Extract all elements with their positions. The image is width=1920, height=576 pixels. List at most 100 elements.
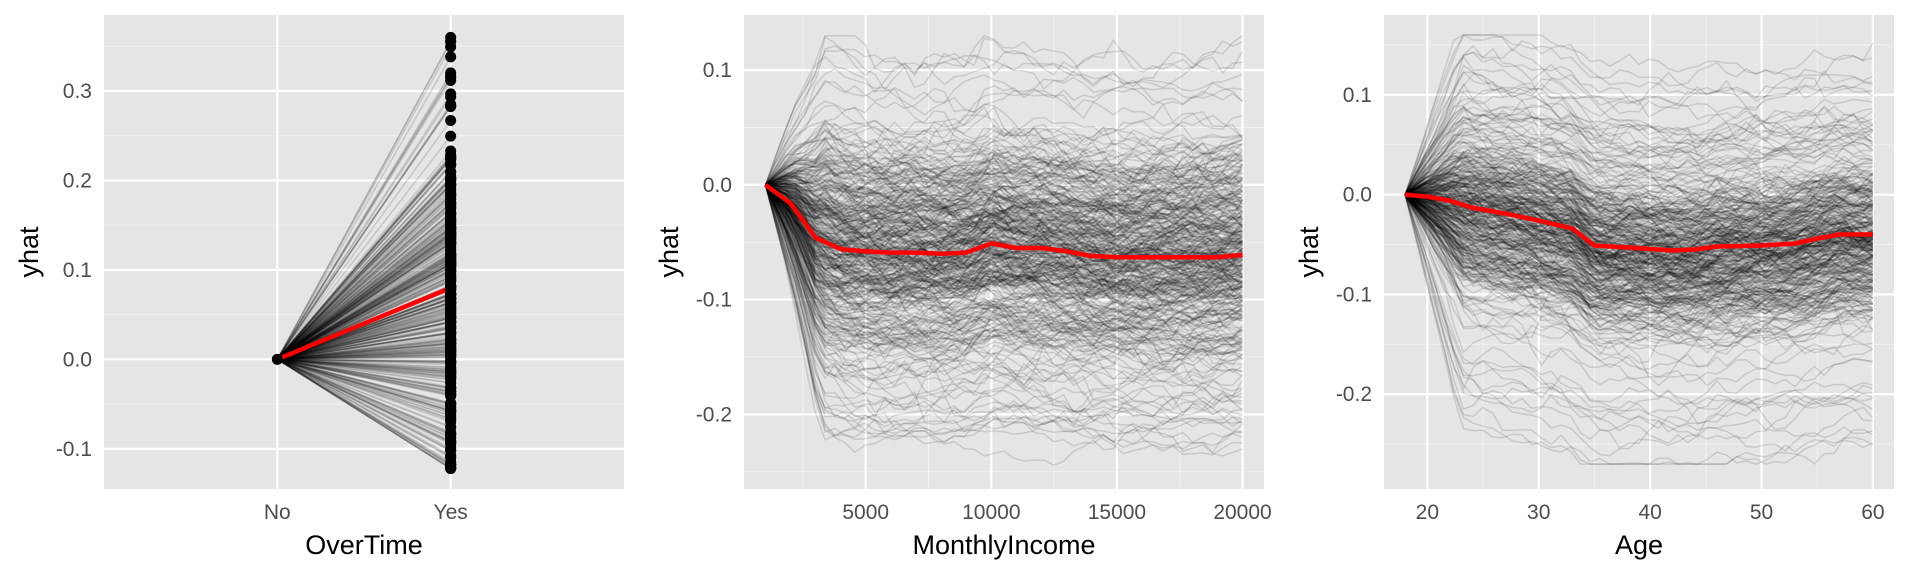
ice-curve	[1404, 143, 1874, 209]
ice-curve	[277, 303, 451, 361]
ice-curve	[764, 184, 1243, 323]
ice-curve	[1404, 72, 1874, 195]
ice-curve	[1404, 178, 1874, 223]
ice-curve	[276, 215, 452, 360]
ice-curve	[276, 223, 452, 360]
ice-curve	[276, 358, 452, 444]
ice-curve	[1404, 163, 1874, 220]
ice-curve	[1404, 182, 1874, 248]
ice-curve	[1404, 194, 1874, 324]
ice-curve	[277, 358, 451, 423]
ice-curve	[1405, 191, 1874, 239]
ice-curve	[1404, 194, 1874, 350]
tick-labels: -0.2 -0.1 0.0 0.1 20 30 40 50 60	[1336, 84, 1885, 524]
ice-curve	[1404, 193, 1874, 270]
ice-curve	[1404, 194, 1874, 291]
x-tick-label: 30	[1527, 501, 1550, 524]
ice-curve	[1404, 193, 1874, 274]
ice-curve	[1405, 186, 1874, 258]
ice-curve	[764, 184, 1243, 387]
ice-curve	[276, 358, 452, 465]
ice-curve	[765, 183, 1243, 240]
ice-curve	[764, 184, 1243, 341]
ice-curve	[764, 184, 1243, 312]
y-tick-label: -0.1	[1336, 283, 1372, 306]
ice-curve	[1404, 155, 1874, 202]
ice-curve	[1404, 193, 1874, 277]
ice-curve	[765, 141, 1243, 206]
ice-curve	[765, 184, 1243, 241]
ice-curve	[765, 184, 1243, 245]
ice-curve	[765, 175, 1243, 213]
ice-curve	[764, 40, 1243, 186]
ice-curve	[1404, 193, 1874, 285]
ice-curve	[1404, 193, 1874, 264]
ice-curve	[1404, 193, 1874, 266]
ice-curve	[1404, 194, 1874, 281]
ice-curve	[276, 46, 452, 360]
ice-curve	[765, 184, 1243, 260]
ice-curve	[765, 184, 1243, 250]
ice-curve	[764, 184, 1243, 457]
x-tick-label: 20000	[1213, 501, 1271, 524]
ice-curve	[764, 184, 1243, 340]
ice-curve	[1404, 160, 1874, 213]
ice-curve	[1404, 178, 1874, 247]
y-tick-label: 0.1	[1343, 84, 1372, 107]
ice-curve	[764, 184, 1243, 394]
ice-curve	[765, 182, 1243, 245]
ice-curve	[1404, 194, 1873, 339]
ice-curve	[764, 184, 1243, 288]
ice-curve	[765, 184, 1243, 261]
ice-curve	[1404, 154, 1874, 229]
ice-curve	[764, 184, 1243, 346]
ice-curve	[276, 358, 452, 469]
tick-labels: -0.1 0.0 0.1 0.2 0.3 No Yes	[56, 80, 468, 524]
ice-curve	[765, 137, 1244, 190]
y-tick-label: 0.0	[703, 174, 732, 197]
ice-curve	[277, 320, 451, 361]
ice-curve	[765, 152, 1244, 206]
ice-curve	[1404, 194, 1874, 300]
ice-curve	[276, 358, 452, 451]
ice-curve	[765, 184, 1243, 263]
ice-curve	[276, 226, 452, 360]
ice-curve	[277, 358, 451, 362]
ice-curve	[276, 358, 452, 457]
ice-curve	[1404, 194, 1873, 325]
ice-curve	[276, 223, 452, 360]
ice-curve	[1404, 161, 1874, 240]
ice-curve	[764, 184, 1243, 448]
ice-curve	[276, 207, 452, 360]
ice-curve	[277, 322, 451, 361]
ice-curve	[1404, 193, 1874, 275]
ice-curve	[765, 184, 1243, 255]
tick-labels: -0.2 -0.1 0.0 0.1 5000 10000 15000 20000	[696, 59, 1272, 524]
ice-curve	[1404, 107, 1873, 195]
ice-curve	[277, 358, 451, 389]
ice-curve	[276, 358, 452, 442]
ice-curve	[276, 265, 452, 361]
ice-curve	[1404, 137, 1873, 196]
ice-curve	[765, 183, 1243, 240]
ice-curve	[1404, 150, 1874, 208]
ice-point	[445, 67, 457, 79]
ice-curve	[765, 174, 1244, 242]
ice-curve	[1404, 193, 1873, 256]
ice-curve	[764, 184, 1243, 335]
ice-curve	[1404, 169, 1874, 242]
ice-curve	[764, 184, 1243, 447]
ice-curve	[1404, 194, 1873, 449]
ice-curve	[1404, 154, 1874, 221]
ice-curve	[765, 184, 1243, 242]
ice-curve	[764, 184, 1244, 385]
ice-curve	[277, 358, 451, 375]
ice-curve	[276, 257, 452, 361]
ice-curve	[276, 235, 452, 360]
ice-point	[271, 353, 283, 365]
ice-curve	[765, 184, 1243, 261]
ice-curve	[765, 184, 1243, 258]
ice-curve	[764, 131, 1243, 186]
ice-curve	[276, 263, 452, 361]
ice-curve	[277, 353, 451, 361]
